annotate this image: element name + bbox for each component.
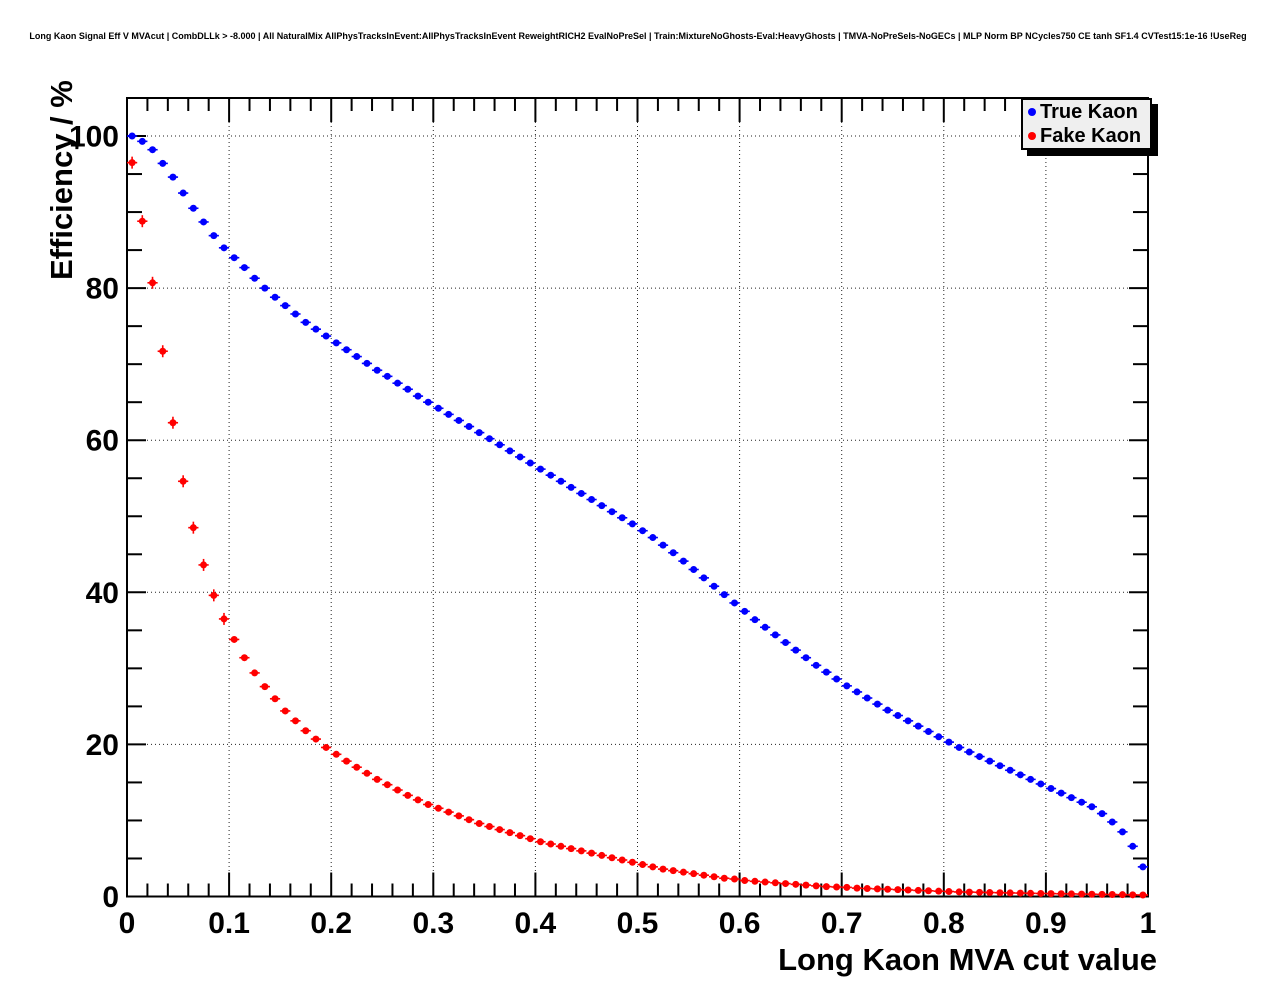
svg-text:0.2: 0.2 — [310, 907, 352, 940]
legend-label: Fake Kaon — [1040, 125, 1142, 147]
svg-text:0.9: 0.9 — [1025, 907, 1067, 940]
y-axis-title: Efficiency / % — [44, 80, 79, 280]
svg-text:0.5: 0.5 — [617, 907, 659, 940]
x-tick-labels: 0 0.1 0.2 0.3 0.4 0.5 0.6 0.7 0.8 0.9 1 — [119, 907, 1157, 940]
svg-text:0.7: 0.7 — [821, 907, 863, 940]
svg-text:0: 0 — [119, 907, 136, 940]
series-true-kaon — [127, 132, 1148, 871]
svg-text:0.8: 0.8 — [923, 907, 965, 940]
x-axis-title: Long Kaon MVA cut value — [778, 942, 1157, 977]
true-kaon-marker-icon — [1028, 108, 1036, 116]
gridlines — [127, 98, 1148, 897]
legend: True Kaon Fake Kaon — [1021, 98, 1152, 150]
legend-entry-fake-kaon: Fake Kaon — [1028, 126, 1150, 146]
svg-text:0: 0 — [102, 881, 119, 914]
svg-text:0.1: 0.1 — [208, 907, 250, 940]
plot-title: Long Kaon Signal Eff V MVAcut | CombDLLk… — [29, 31, 1247, 41]
legend-label: True Kaon — [1040, 101, 1138, 123]
axis-ticks — [126, 98, 1149, 898]
svg-text:20: 20 — [86, 729, 119, 762]
y-tick-labels: 0 20 40 60 80 100 — [69, 121, 119, 914]
plot-frame — [126, 97, 1149, 898]
svg-text:60: 60 — [86, 425, 119, 458]
svg-text:100: 100 — [69, 121, 119, 154]
svg-text:0.3: 0.3 — [412, 907, 454, 940]
svg-text:40: 40 — [86, 577, 119, 610]
series-fake-kaon — [127, 156, 1148, 899]
svg-text:0.6: 0.6 — [719, 907, 761, 940]
svg-text:0.4: 0.4 — [515, 907, 557, 940]
svg-text:80: 80 — [86, 273, 119, 306]
legend-entry-true-kaon: True Kaon — [1028, 102, 1150, 122]
svg-text:1: 1 — [1140, 907, 1157, 940]
fake-kaon-marker-icon — [1028, 132, 1036, 140]
